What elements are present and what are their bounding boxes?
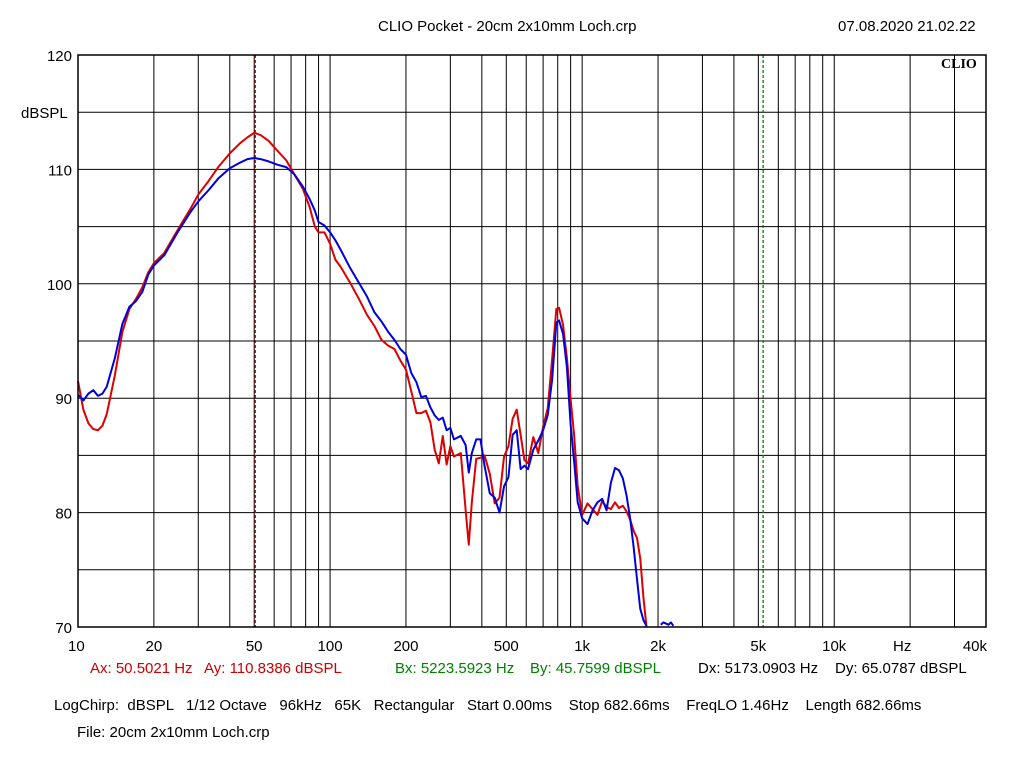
- y-tick-labels: 120 110 100 90 80 70: [47, 48, 72, 637]
- y-axis-label: dBSPL: [21, 105, 68, 122]
- cursor-b-x-readout: Bx: 5223.5923 Hz: [395, 660, 514, 677]
- x-tick-label: 10k: [822, 638, 847, 655]
- x-tick-label: 5k: [750, 638, 766, 655]
- x-tick-label: 100: [318, 638, 343, 655]
- delta-x-readout: Dx: 5173.0903 Hz: [698, 660, 818, 677]
- x-tick-label: 200: [393, 638, 418, 655]
- x-tick-label: 2k: [650, 638, 666, 655]
- series-layer: [78, 133, 673, 627]
- x-tick-label: 20: [146, 638, 163, 655]
- y-tick-label: 120: [47, 48, 72, 65]
- x-tick-label: 50: [246, 638, 263, 655]
- cursor-a-x-readout: Ax: 50.5021 Hz: [90, 660, 193, 677]
- grid-layer: [78, 55, 986, 627]
- blue-response-curve: [78, 158, 647, 626]
- y-tick-label: 80: [55, 506, 72, 523]
- file-name: File: 20cm 2x10mm Loch.crp: [77, 724, 270, 741]
- cursor-a-y-readout: Ay: 110.8386 dBSPL: [204, 660, 342, 677]
- x-tick-label: 10: [68, 638, 85, 655]
- x-tick-labels: 10 20 50 100 200 500 1k 2k 5k 10k 40k: [68, 638, 987, 655]
- x-tick-label: 40k: [963, 638, 988, 655]
- y-tick-label: 100: [47, 277, 72, 294]
- x-tick-label: 500: [494, 638, 519, 655]
- y-tick-label: 110: [48, 162, 72, 179]
- cursor-b-y-readout: By: 45.7599 dBSPL: [530, 660, 661, 677]
- clio-logo: CLIO: [941, 57, 977, 72]
- y-tick-label: 90: [55, 391, 72, 408]
- x-tick-label: 1k: [574, 638, 590, 655]
- measurement-settings: LogChirp: dBSPL 1/12 Octave 96kHz 65K Re…: [54, 697, 921, 714]
- y-tick-label: 70: [55, 620, 72, 637]
- blue-response-curve: [661, 622, 674, 625]
- x-axis-unit-label: Hz: [893, 638, 911, 655]
- red-response-curve: [78, 133, 647, 627]
- delta-y-readout: Dy: 65.0787 dBSPL: [835, 660, 967, 677]
